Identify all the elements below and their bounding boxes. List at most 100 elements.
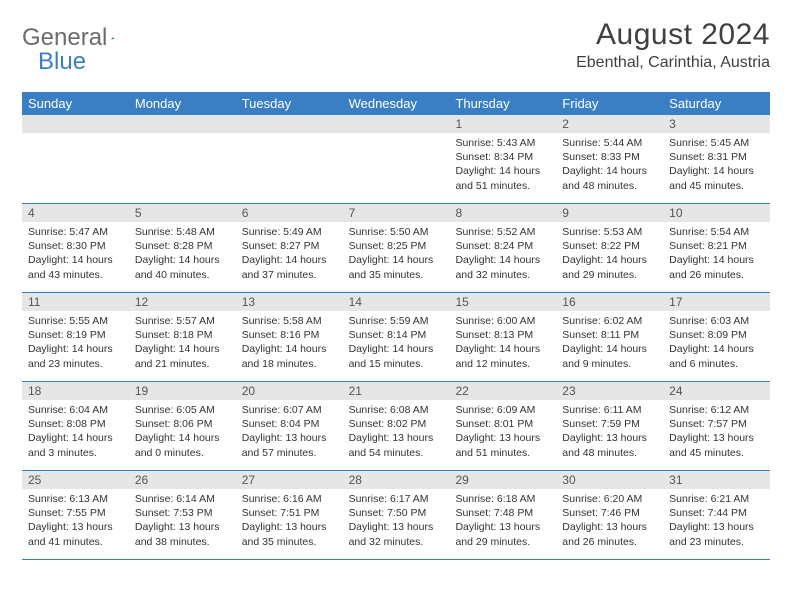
day-cell: 18Sunrise: 6:04 AMSunset: 8:08 PMDayligh…	[22, 382, 129, 470]
sunset: Sunset: 7:59 PM	[562, 417, 657, 431]
day-cell: 4Sunrise: 5:47 AMSunset: 8:30 PMDaylight…	[22, 204, 129, 292]
sunset: Sunset: 8:22 PM	[562, 239, 657, 253]
sunrise: Sunrise: 6:08 AM	[349, 403, 444, 417]
sunrise: Sunrise: 6:13 AM	[28, 492, 123, 506]
weekday-header: Thursday	[449, 92, 556, 115]
daylight: Daylight: 13 hours and 26 minutes.	[562, 520, 657, 548]
sunset: Sunset: 7:51 PM	[242, 506, 337, 520]
daylight: Daylight: 14 hours and 26 minutes.	[669, 253, 764, 281]
weekday-header: Wednesday	[343, 92, 450, 115]
daylight: Daylight: 14 hours and 21 minutes.	[135, 342, 230, 370]
sunrise: Sunrise: 6:04 AM	[28, 403, 123, 417]
day-body: Sunrise: 6:08 AMSunset: 8:02 PMDaylight:…	[343, 400, 450, 466]
sunrise: Sunrise: 5:58 AM	[242, 314, 337, 328]
day-cell: 11Sunrise: 5:55 AMSunset: 8:19 PMDayligh…	[22, 293, 129, 381]
day-cell	[129, 115, 236, 203]
day-cell	[22, 115, 129, 203]
sunrise: Sunrise: 6:00 AM	[455, 314, 550, 328]
daylight: Daylight: 13 hours and 32 minutes.	[349, 520, 444, 548]
sunrise: Sunrise: 5:45 AM	[669, 136, 764, 150]
day-number: 18	[22, 382, 129, 400]
sunset: Sunset: 8:06 PM	[135, 417, 230, 431]
sunrise: Sunrise: 6:11 AM	[562, 403, 657, 417]
day-cell: 8Sunrise: 5:52 AMSunset: 8:24 PMDaylight…	[449, 204, 556, 292]
day-body: Sunrise: 5:57 AMSunset: 8:18 PMDaylight:…	[129, 311, 236, 377]
day-cell: 13Sunrise: 5:58 AMSunset: 8:16 PMDayligh…	[236, 293, 343, 381]
logo-word2: Blue	[38, 48, 86, 76]
daylight: Daylight: 13 hours and 23 minutes.	[669, 520, 764, 548]
day-number: 14	[343, 293, 450, 311]
day-number: 5	[129, 204, 236, 222]
day-body: Sunrise: 6:00 AMSunset: 8:13 PMDaylight:…	[449, 311, 556, 377]
daylight: Daylight: 13 hours and 48 minutes.	[562, 431, 657, 459]
weekday-header: Tuesday	[236, 92, 343, 115]
sunset: Sunset: 8:04 PM	[242, 417, 337, 431]
day-cell: 20Sunrise: 6:07 AMSunset: 8:04 PMDayligh…	[236, 382, 343, 470]
sunrise: Sunrise: 6:21 AM	[669, 492, 764, 506]
daylight: Daylight: 14 hours and 43 minutes.	[28, 253, 123, 281]
sunrise: Sunrise: 5:50 AM	[349, 225, 444, 239]
day-body: Sunrise: 6:20 AMSunset: 7:46 PMDaylight:…	[556, 489, 663, 555]
day-body: Sunrise: 5:52 AMSunset: 8:24 PMDaylight:…	[449, 222, 556, 288]
day-cell: 14Sunrise: 5:59 AMSunset: 8:14 PMDayligh…	[343, 293, 450, 381]
day-number: 6	[236, 204, 343, 222]
sunrise: Sunrise: 6:07 AM	[242, 403, 337, 417]
daylight: Daylight: 13 hours and 54 minutes.	[349, 431, 444, 459]
day-cell: 29Sunrise: 6:18 AMSunset: 7:48 PMDayligh…	[449, 471, 556, 559]
sunset: Sunset: 7:48 PM	[455, 506, 550, 520]
sunrise: Sunrise: 6:02 AM	[562, 314, 657, 328]
weekday-header: Sunday	[22, 92, 129, 115]
sunset: Sunset: 8:30 PM	[28, 239, 123, 253]
day-number: 1	[449, 115, 556, 133]
calendar: SundayMondayTuesdayWednesdayThursdayFrid…	[22, 92, 770, 560]
day-cell: 7Sunrise: 5:50 AMSunset: 8:25 PMDaylight…	[343, 204, 450, 292]
day-body: Sunrise: 6:09 AMSunset: 8:01 PMDaylight:…	[449, 400, 556, 466]
weekday-header: Saturday	[663, 92, 770, 115]
daylight: Daylight: 13 hours and 38 minutes.	[135, 520, 230, 548]
day-number: 30	[556, 471, 663, 489]
weekday-header: Monday	[129, 92, 236, 115]
day-number: 13	[236, 293, 343, 311]
day-body: Sunrise: 6:07 AMSunset: 8:04 PMDaylight:…	[236, 400, 343, 466]
sunset: Sunset: 8:24 PM	[455, 239, 550, 253]
sunrise: Sunrise: 6:18 AM	[455, 492, 550, 506]
day-body: Sunrise: 6:13 AMSunset: 7:55 PMDaylight:…	[22, 489, 129, 555]
daylight: Daylight: 14 hours and 29 minutes.	[562, 253, 657, 281]
day-body	[22, 133, 129, 142]
day-body: Sunrise: 5:50 AMSunset: 8:25 PMDaylight:…	[343, 222, 450, 288]
daylight: Daylight: 13 hours and 41 minutes.	[28, 520, 123, 548]
daylight: Daylight: 13 hours and 29 minutes.	[455, 520, 550, 548]
day-number	[129, 115, 236, 133]
day-number: 17	[663, 293, 770, 311]
day-cell: 23Sunrise: 6:11 AMSunset: 7:59 PMDayligh…	[556, 382, 663, 470]
daylight: Daylight: 13 hours and 51 minutes.	[455, 431, 550, 459]
day-number: 20	[236, 382, 343, 400]
day-body: Sunrise: 5:59 AMSunset: 8:14 PMDaylight:…	[343, 311, 450, 377]
day-body	[129, 133, 236, 142]
day-number: 2	[556, 115, 663, 133]
sunrise: Sunrise: 6:17 AM	[349, 492, 444, 506]
daylight: Daylight: 14 hours and 3 minutes.	[28, 431, 123, 459]
sunrise: Sunrise: 5:49 AM	[242, 225, 337, 239]
sunset: Sunset: 8:09 PM	[669, 328, 764, 342]
day-number: 22	[449, 382, 556, 400]
week-row: 1Sunrise: 5:43 AMSunset: 8:34 PMDaylight…	[22, 115, 770, 204]
day-body: Sunrise: 5:48 AMSunset: 8:28 PMDaylight:…	[129, 222, 236, 288]
day-number: 21	[343, 382, 450, 400]
week-row: 18Sunrise: 6:04 AMSunset: 8:08 PMDayligh…	[22, 382, 770, 471]
day-number: 8	[449, 204, 556, 222]
day-number: 4	[22, 204, 129, 222]
sunrise: Sunrise: 5:43 AM	[455, 136, 550, 150]
sunrise: Sunrise: 6:20 AM	[562, 492, 657, 506]
sunrise: Sunrise: 5:54 AM	[669, 225, 764, 239]
day-number: 28	[343, 471, 450, 489]
day-number: 7	[343, 204, 450, 222]
day-cell: 21Sunrise: 6:08 AMSunset: 8:02 PMDayligh…	[343, 382, 450, 470]
week-row: 11Sunrise: 5:55 AMSunset: 8:19 PMDayligh…	[22, 293, 770, 382]
day-cell: 19Sunrise: 6:05 AMSunset: 8:06 PMDayligh…	[129, 382, 236, 470]
day-number: 3	[663, 115, 770, 133]
sunrise: Sunrise: 5:48 AM	[135, 225, 230, 239]
weeks: 1Sunrise: 5:43 AMSunset: 8:34 PMDaylight…	[22, 115, 770, 560]
sunset: Sunset: 7:53 PM	[135, 506, 230, 520]
day-number	[236, 115, 343, 133]
